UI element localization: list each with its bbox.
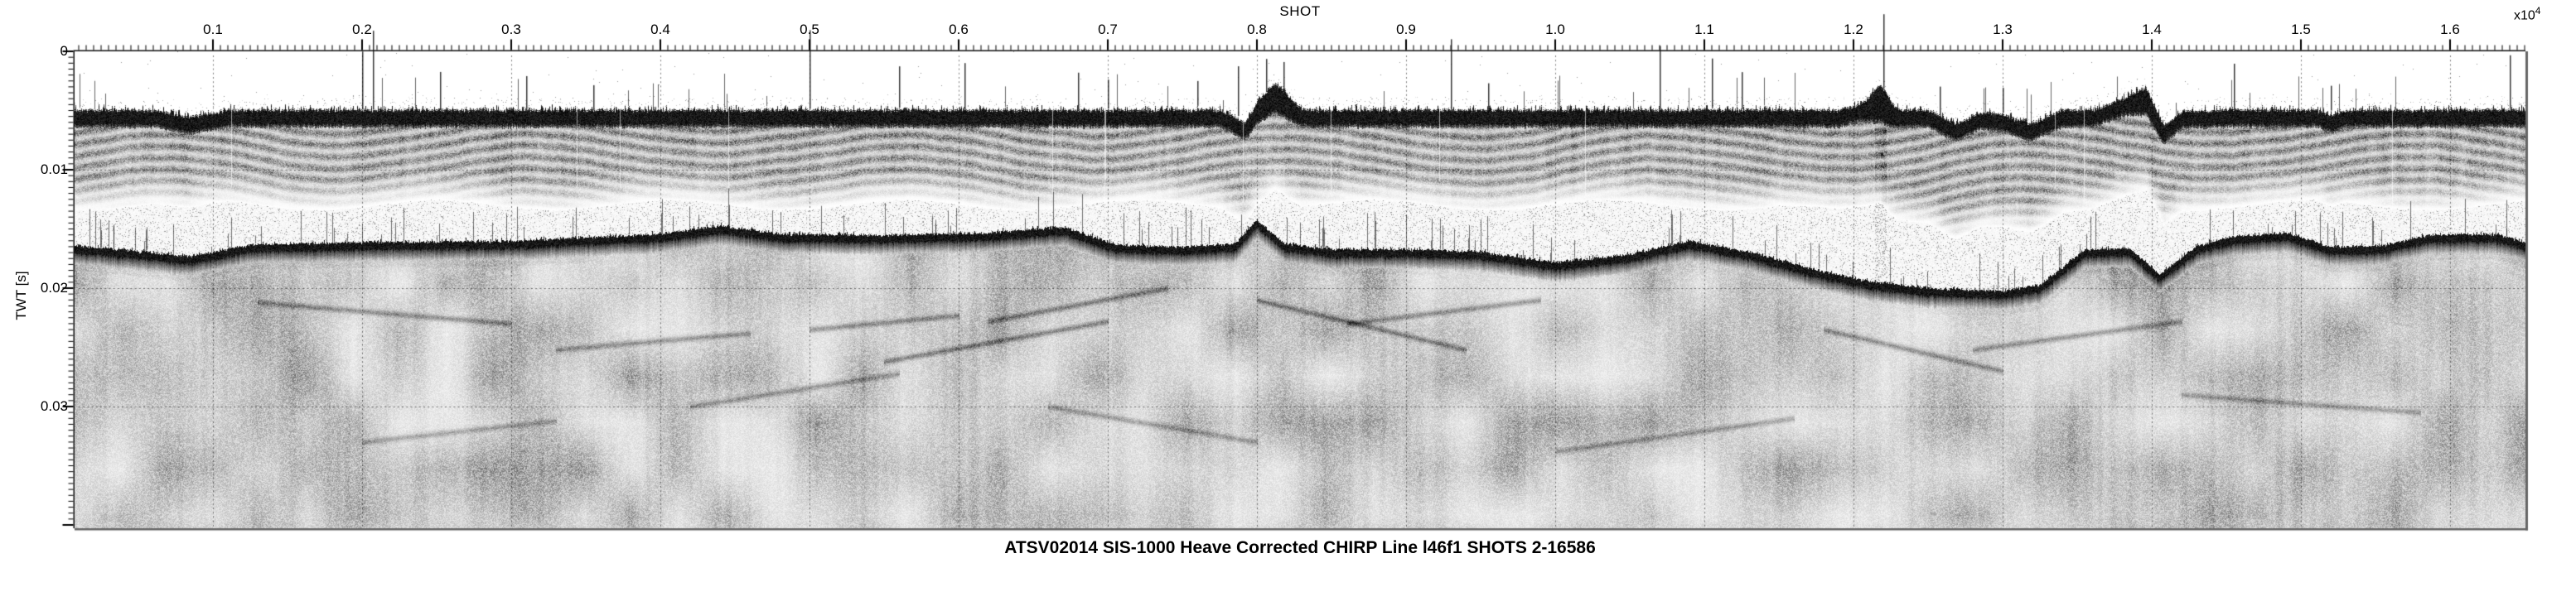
x-tick-label: 1.6: [2440, 22, 2460, 37]
x-tick-label: 1.1: [1694, 22, 1714, 37]
y-tick-label: 0.02: [40, 280, 68, 296]
y-tick-label: 0.01: [40, 161, 68, 177]
x-tick-label: 1.2: [1844, 22, 1863, 37]
x-tick-label: 0.1: [203, 22, 223, 37]
x-tick-label: 1.4: [2142, 22, 2162, 37]
x-tick-label: 0.3: [501, 22, 521, 37]
x-tick-label: 0.2: [352, 22, 372, 37]
x-axis-multiplier-prefix: x10: [2514, 8, 2535, 23]
figure-title: ATSV02014 SIS-1000 Heave Corrected CHIRP…: [1004, 538, 1596, 557]
x-tick-label: 1.3: [1993, 22, 2013, 37]
x-tick-label: 1.0: [1545, 22, 1565, 37]
y-tick-label: 0.03: [40, 398, 68, 414]
x-tick-label: 1.5: [2291, 22, 2311, 37]
y-tick-label: 0: [60, 43, 68, 59]
x-axis-multiplier-exponent: 4: [2535, 5, 2541, 17]
x-tick-label: 0.6: [949, 22, 969, 37]
x-tick-label: 0.8: [1247, 22, 1267, 37]
x-axis-label: SHOT: [1279, 3, 1321, 19]
x-axis-multiplier: x104: [2514, 5, 2540, 23]
x-tick-label: 0.9: [1396, 22, 1416, 37]
x-tick-label: 0.5: [800, 22, 819, 37]
x-tick-label: 0.4: [650, 22, 670, 37]
x-tick-label: 0.7: [1098, 22, 1118, 37]
